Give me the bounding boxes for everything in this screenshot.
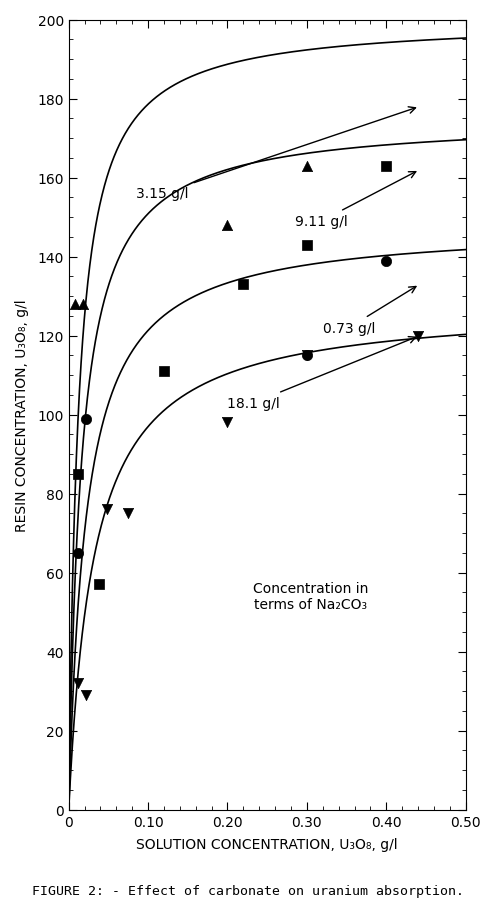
Y-axis label: RESIN CONCENTRATION, U₃O₈, g/l: RESIN CONCENTRATION, U₃O₈, g/l: [15, 299, 29, 531]
Point: [71, 298, 79, 312]
Point: [74, 676, 82, 691]
Point: [74, 546, 82, 560]
Text: 9.11 g/l: 9.11 g/l: [295, 172, 416, 229]
Point: [303, 238, 311, 253]
Point: [414, 329, 422, 344]
Point: [82, 412, 90, 427]
Text: Concentration in
terms of Na₂CO₃: Concentration in terms of Na₂CO₃: [253, 582, 369, 612]
X-axis label: SOLUTION CONCENTRATION, U₃O₈, g/l: SOLUTION CONCENTRATION, U₃O₈, g/l: [136, 837, 398, 851]
Point: [240, 278, 248, 292]
Point: [382, 160, 390, 174]
Point: [303, 349, 311, 364]
Point: [303, 349, 311, 364]
Text: FIGURE 2: - Effect of carbonate on uranium absorption.: FIGURE 2: - Effect of carbonate on urani…: [32, 885, 464, 897]
Point: [224, 416, 232, 430]
Point: [303, 160, 311, 174]
Text: 18.1 g/l: 18.1 g/l: [228, 337, 416, 410]
Point: [79, 298, 87, 312]
Text: 3.15 g/l: 3.15 g/l: [136, 107, 416, 201]
Point: [124, 507, 132, 521]
Point: [224, 218, 232, 233]
Text: 0.73 g/l: 0.73 g/l: [323, 287, 416, 336]
Point: [95, 577, 103, 592]
Point: [103, 502, 111, 517]
Point: [82, 688, 90, 703]
Point: [160, 364, 168, 379]
Point: [74, 467, 82, 482]
Point: [382, 254, 390, 269]
